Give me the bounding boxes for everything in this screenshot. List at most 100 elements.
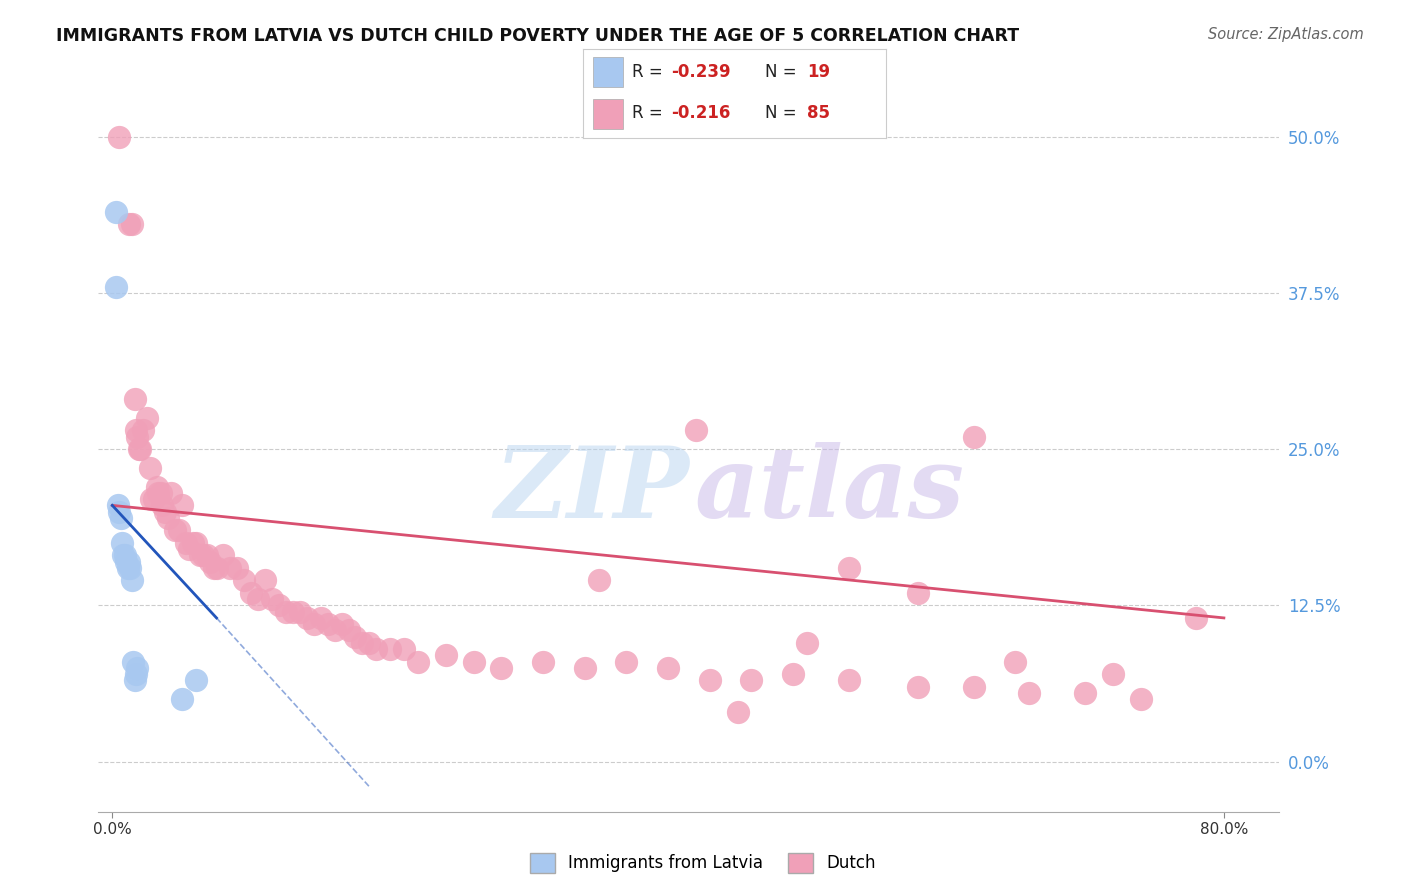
Point xyxy=(125,667,148,681)
Point xyxy=(463,655,485,669)
Point xyxy=(105,279,128,293)
Text: N =: N = xyxy=(765,62,801,81)
Point xyxy=(124,392,146,406)
Point xyxy=(233,574,256,588)
Point xyxy=(281,605,304,619)
Point xyxy=(491,661,513,675)
Point xyxy=(963,429,986,443)
Point xyxy=(838,673,860,688)
Point xyxy=(149,486,172,500)
Point xyxy=(366,642,388,657)
Point xyxy=(205,561,228,575)
Point xyxy=(616,655,638,669)
Point xyxy=(114,549,136,563)
Point xyxy=(146,486,169,500)
Point xyxy=(274,605,297,619)
Point xyxy=(1074,686,1097,700)
Point xyxy=(195,549,218,563)
Point xyxy=(838,561,860,575)
Point xyxy=(262,592,284,607)
Point xyxy=(359,636,381,650)
Point xyxy=(782,667,804,681)
Point xyxy=(117,561,139,575)
Point xyxy=(191,549,214,563)
Point xyxy=(352,636,374,650)
Point xyxy=(1004,655,1026,669)
Point xyxy=(295,611,318,625)
Point xyxy=(121,574,143,588)
Point xyxy=(699,673,721,688)
Point xyxy=(1129,692,1152,706)
Point xyxy=(330,617,353,632)
Text: Source: ZipAtlas.com: Source: ZipAtlas.com xyxy=(1208,27,1364,42)
Point xyxy=(127,429,149,443)
Point xyxy=(380,642,402,657)
Point xyxy=(740,673,762,688)
Point xyxy=(150,499,173,513)
Point xyxy=(184,536,207,550)
Point xyxy=(143,492,166,507)
Text: IMMIGRANTS FROM LATVIA VS DUTCH CHILD POVERTY UNDER THE AGE OF 5 CORRELATION CHA: IMMIGRANTS FROM LATVIA VS DUTCH CHILD PO… xyxy=(56,27,1019,45)
Point xyxy=(247,592,270,607)
Point xyxy=(153,505,176,519)
Point xyxy=(657,661,679,675)
Point xyxy=(141,492,163,507)
Point xyxy=(309,611,332,625)
Point xyxy=(316,617,339,632)
Point xyxy=(118,217,141,231)
Point xyxy=(212,549,235,563)
Point xyxy=(108,129,131,144)
Text: R =: R = xyxy=(631,62,668,81)
Point xyxy=(128,442,150,457)
Point xyxy=(344,630,367,644)
Point xyxy=(112,549,135,563)
Bar xyxy=(592,57,623,87)
Point xyxy=(120,561,142,575)
Point xyxy=(226,561,249,575)
Point xyxy=(531,655,554,669)
Point xyxy=(406,655,429,669)
Point xyxy=(163,524,186,538)
Text: -0.239: -0.239 xyxy=(671,62,731,81)
Point xyxy=(170,692,193,706)
Point xyxy=(198,555,221,569)
Text: ZIP: ZIP xyxy=(494,442,689,538)
Point xyxy=(107,499,129,513)
Text: atlas: atlas xyxy=(695,442,965,538)
Point xyxy=(174,536,197,550)
Point xyxy=(907,586,929,600)
Point xyxy=(136,410,159,425)
Point xyxy=(392,642,415,657)
Point xyxy=(267,599,290,613)
Legend: Immigrants from Latvia, Dutch: Immigrants from Latvia, Dutch xyxy=(523,847,883,880)
Point xyxy=(139,461,162,475)
Point xyxy=(125,423,148,437)
Point xyxy=(434,648,457,663)
Point xyxy=(202,561,225,575)
Text: 19: 19 xyxy=(807,62,831,81)
Point xyxy=(121,217,143,231)
Point xyxy=(110,511,132,525)
Text: N =: N = xyxy=(765,103,801,122)
Point xyxy=(240,586,263,600)
Point xyxy=(156,511,179,525)
Point xyxy=(181,536,204,550)
Point xyxy=(1018,686,1040,700)
Point xyxy=(127,661,149,675)
Point xyxy=(323,624,346,638)
Point xyxy=(177,542,200,557)
Point xyxy=(588,574,610,588)
Point xyxy=(337,624,360,638)
Point xyxy=(188,549,211,563)
Text: -0.216: -0.216 xyxy=(671,103,731,122)
Point xyxy=(796,636,818,650)
Point xyxy=(288,605,311,619)
Point xyxy=(907,680,929,694)
Text: 85: 85 xyxy=(807,103,830,122)
Point xyxy=(727,705,749,719)
Point xyxy=(124,673,146,688)
Point xyxy=(129,442,152,457)
Point xyxy=(302,617,325,632)
Point xyxy=(122,655,145,669)
Text: R =: R = xyxy=(631,103,668,122)
